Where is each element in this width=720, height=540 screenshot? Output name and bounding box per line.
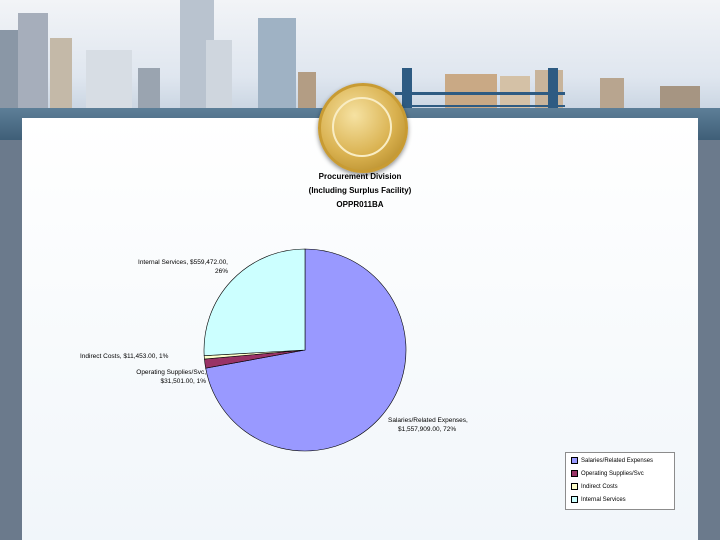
building (18, 13, 48, 108)
label-salaries: Salaries/Related Expenses, $1,557,909.00… (388, 416, 468, 434)
bridge (395, 92, 565, 107)
label-salaries-line-1: Salaries/Related Expenses, (388, 417, 468, 424)
building (138, 68, 160, 108)
label-internal-line-1: Internal Services, $559,472.00, (138, 259, 228, 266)
label-indirect: Indirect Costs, $11,453.00, 1% (80, 352, 168, 361)
building (445, 74, 497, 108)
label-operating: Operating Supplies/Svc, $31,501.00, 1% (108, 368, 206, 386)
building (600, 78, 624, 108)
legend-label-salaries: Salaries/Related Expenses (581, 458, 654, 465)
pie-slice-salaries (205, 248, 407, 452)
legend-item-salaries: Salaries/Related Expenses (571, 457, 653, 465)
chart-title-line-2: (Including Surplus Facility) (308, 186, 412, 195)
label-indirect-line-1: Indirect Costs, $11,453.00, 1% (80, 353, 169, 360)
building (0, 30, 18, 108)
label-internal-line-2: 26% (214, 268, 228, 275)
legend-label-indirect: Indirect Costs (581, 484, 618, 491)
label-internal: Internal Services, $559,472.00, 26% (118, 258, 228, 276)
pie-slice-internal (203, 248, 306, 357)
legend-label-operating: Operating Supplies/Svc (581, 471, 644, 478)
chart-title-line-3: OPPR011BA (336, 200, 384, 209)
building (86, 50, 132, 108)
building (660, 86, 700, 108)
building (50, 38, 72, 108)
building (298, 72, 316, 108)
legend-label-internal: Internal Services (581, 497, 626, 504)
bridge-tower (548, 68, 558, 108)
chart-title-line-1: Procurement Division (318, 172, 402, 181)
legend-item-indirect: Indirect Costs (571, 483, 618, 491)
legend-swatch-operating (571, 470, 578, 477)
legend-item-operating: Operating Supplies/Svc (571, 470, 644, 478)
city-seal (318, 83, 408, 173)
building (206, 40, 232, 108)
label-operating-line-2: $31,501.00, 1% (160, 378, 206, 385)
legend-item-internal: Internal Services (571, 496, 626, 504)
legend-swatch-internal (571, 496, 578, 503)
legend: Salaries/Related Expenses Operating Supp… (565, 452, 675, 510)
building (258, 18, 296, 108)
label-operating-line-1: Operating Supplies/Svc, (136, 369, 206, 376)
legend-swatch-indirect (571, 483, 578, 490)
label-salaries-line-2: $1,557,909.00, 72% (398, 426, 457, 433)
bridge-tower (402, 68, 412, 108)
legend-swatch-salaries (571, 457, 578, 464)
